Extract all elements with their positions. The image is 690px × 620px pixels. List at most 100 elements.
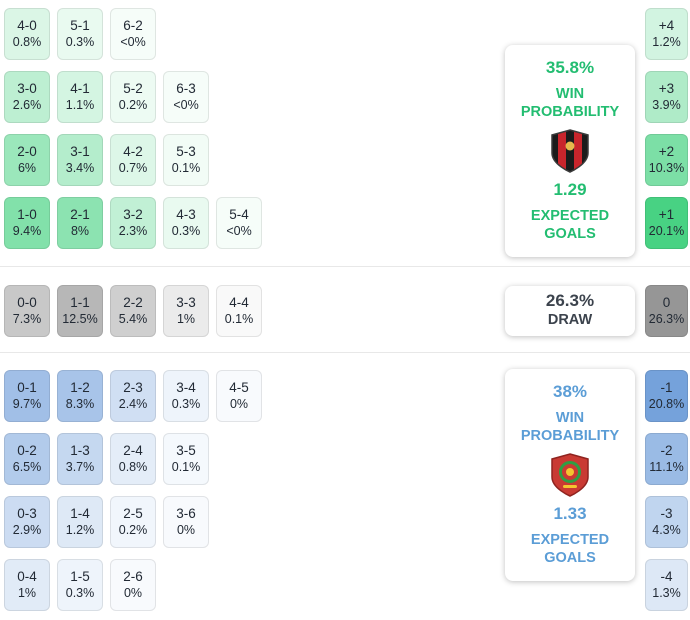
cell-score: 5-1 (70, 17, 90, 33)
away-win-probability-value: 38% (552, 381, 588, 401)
draw-score-cell: 3-3 1% (163, 285, 209, 337)
draw-scorelines-grid: 0-0 7.3% 1-1 12.5% 2-2 5.4% 3-3 1% 4-4 0.1% (4, 285, 262, 348)
cell-score: 3-6 (176, 505, 196, 521)
cell-score: 1-2 (70, 379, 90, 395)
cell-probability: 20.1% (648, 224, 685, 239)
away-score-cell: 0-1 9.7% (4, 370, 50, 422)
cell-probability: <0% (173, 98, 199, 113)
cell-score: 3-2 (123, 206, 143, 222)
away-score-cell: 2-5 0.2% (110, 496, 156, 548)
cell-score: 6-3 (176, 80, 196, 96)
cell-probability: 5.4% (118, 312, 148, 327)
cell-probability: 3.9% (652, 98, 681, 113)
cell-score: 2-3 (123, 379, 143, 395)
away-score-cell: 2-6 0% (110, 559, 156, 611)
home-score-cell: 3-0 2.6% (4, 71, 50, 123)
away-expected-goals-label: EXPECTED GOALS (530, 532, 610, 567)
away-score-cell: 3-6 0% (163, 496, 209, 548)
cell-score: 1-0 (17, 206, 37, 222)
away-score-row: 0-1 9.7% 1-2 8.3% 2-3 2.4% 3-4 0.3% 4-5 0% (4, 370, 262, 422)
away-score-cell: 1-5 0.3% (57, 559, 103, 611)
home-win-probability-value: 35.8% (545, 57, 595, 77)
cell-score: -2 (660, 442, 673, 458)
cell-probability: 11.1% (649, 460, 684, 475)
cell-score: 2-1 (70, 206, 90, 222)
draw-score-cell: 2-2 5.4% (110, 285, 156, 337)
cell-score: +4 (658, 17, 675, 33)
cell-score: 0-2 (17, 442, 37, 458)
cell-probability: 0% (123, 586, 143, 601)
cell-score: 4-4 (229, 294, 249, 310)
cell-score: +1 (658, 206, 675, 222)
cell-score: 0-3 (17, 505, 37, 521)
cell-score: -3 (660, 505, 673, 521)
cell-score: 3-1 (70, 143, 90, 159)
home-score-row: 3-0 2.6% 4-1 1.1% 5-2 0.2% 6-3 <0% (4, 71, 262, 123)
away-score-cell: 1-2 8.3% (57, 370, 103, 422)
cell-score: 1-1 (70, 294, 90, 310)
home-score-cell: 4-3 0.3% (163, 197, 209, 249)
home-win-panel: 35.8% WIN PROBABILITY 1.29 EXPECTED GOAL… (505, 45, 635, 257)
cell-probability: 9.4% (12, 224, 42, 239)
cell-score: 0 (662, 294, 671, 310)
cell-score: 3-3 (176, 294, 196, 310)
cell-score: 6-2 (123, 17, 143, 33)
cell-score: 1-3 (70, 442, 90, 458)
home-score-cell: 6-3 <0% (163, 71, 209, 123)
draw-score-cell: 1-1 12.5% (57, 285, 103, 337)
cell-probability: 26.3% (648, 312, 685, 327)
home-score-cell: 4-2 0.7% (110, 134, 156, 186)
away-team-badge-icon (551, 453, 589, 497)
cell-probability: 0.3% (171, 224, 201, 239)
cell-score: 3-5 (176, 442, 196, 458)
cell-probability: 1.2% (65, 523, 95, 538)
cell-probability: 9.7% (12, 397, 42, 412)
cell-probability: 0.1% (171, 460, 201, 475)
home-score-row: 4-0 0.8% 5-1 0.3% 6-2 <0% (4, 8, 262, 60)
away-score-cell: 2-4 0.8% (110, 433, 156, 485)
cell-probability: 1.1% (65, 98, 95, 113)
cell-probability: 0.7% (118, 161, 148, 176)
away-score-cell: 0-4 1% (4, 559, 50, 611)
cell-probability: 12.5% (62, 312, 98, 327)
cell-score: 2-6 (123, 568, 143, 584)
cell-probability: 0.3% (65, 586, 95, 601)
home-score-cell: 5-1 0.3% (57, 8, 103, 60)
home-expected-goals-label: EXPECTED GOALS (530, 208, 610, 243)
home-score-row: 1-0 9.4% 2-1 8% 3-2 2.3% 4-3 0.3% 5-4 <0% (4, 197, 262, 249)
cell-score: -1 (660, 379, 673, 395)
cell-score: 0-0 (17, 294, 37, 310)
cell-score: 2-2 (123, 294, 143, 310)
cell-probability: 0.1% (224, 312, 254, 327)
cell-score: 2-4 (123, 442, 143, 458)
cell-score: 0-4 (17, 568, 37, 584)
draw-score-cell: 4-4 0.1% (216, 285, 262, 337)
home-score-cell: 6-2 <0% (110, 8, 156, 60)
cell-probability: 1.3% (652, 586, 681, 601)
cell-score: 2-5 (123, 505, 143, 521)
cell-probability: 0% (229, 397, 249, 412)
home-win-probability-label: WIN PROBABILITY (520, 86, 620, 121)
away-expected-goals-value: 1.33 (553, 503, 587, 523)
goal-margin-cell: -3 4.3% (645, 496, 688, 548)
cell-score: 3-4 (176, 379, 196, 395)
away-score-cell: 3-4 0.3% (163, 370, 209, 422)
cell-score: 5-3 (176, 143, 196, 159)
away-score-cell: 4-5 0% (216, 370, 262, 422)
cell-probability: <0% (120, 35, 146, 50)
goal-margin-cell: +2 10.3% (645, 134, 688, 186)
cell-score: +2 (658, 143, 675, 159)
draw-probability-value: 26.3% (545, 291, 595, 311)
section-divider (0, 266, 690, 267)
cell-probability: 0.3% (171, 397, 201, 412)
home-score-cell: 5-3 0.1% (163, 134, 209, 186)
home-score-cell: 2-0 6% (4, 134, 50, 186)
away-score-cell: 0-3 2.9% (4, 496, 50, 548)
cell-probability: 3.4% (65, 161, 95, 176)
cell-score: 0-1 (17, 379, 37, 395)
away-score-row: 0-3 2.9% 1-4 1.2% 2-5 0.2% 3-6 0% (4, 496, 262, 548)
goal-margin-cell: -4 1.3% (645, 559, 688, 611)
cell-probability: 1% (17, 586, 37, 601)
section-divider (0, 352, 690, 353)
